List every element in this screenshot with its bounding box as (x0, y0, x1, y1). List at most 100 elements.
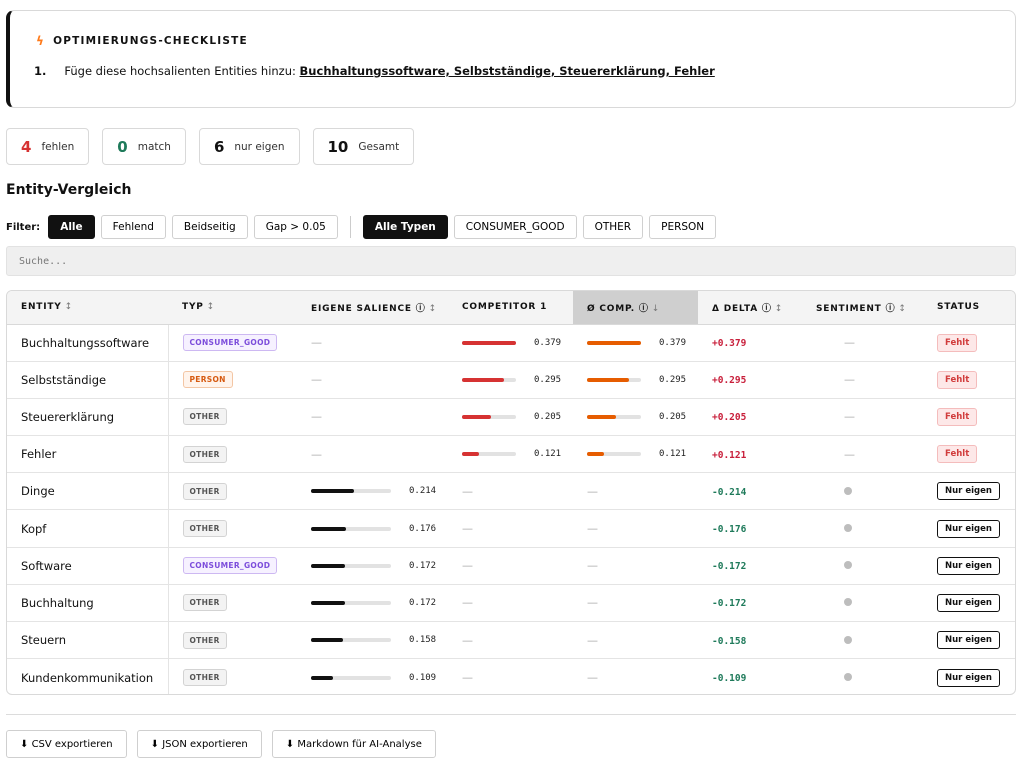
col-entity[interactable]: ENTITY ↕ (7, 291, 168, 325)
stats-row: 4 fehlen 0 match 6 nur eigen 10 Gesamt (6, 128, 415, 165)
info-icon: ⓘ (638, 303, 649, 314)
empty-value: — (844, 336, 855, 350)
download-icon: ⬇ (285, 738, 295, 750)
checklist-item-text: Füge diese hochsalienten Entities hinzu: (64, 64, 296, 78)
divider (6, 714, 1016, 715)
type-badge: PERSON (182, 371, 233, 389)
own-salience-bar (311, 526, 391, 531)
entity-table: ENTITY ↕ TYP ↕ EIGENE SALIENCE ⓘ ↕ COMPETIT… (6, 290, 1016, 695)
own-salience-value: 0.158 (409, 635, 437, 646)
checklist-title-text: OPTIMIERUNGS-CHECKLISTE (53, 35, 248, 47)
export-csv-button[interactable]: ⬇ CSV exportieren (6, 730, 127, 758)
status-badge: Nur eigen (937, 482, 1000, 501)
delta-value: -0.172 (712, 561, 747, 573)
table-row: Dinge OTHER 0.214 — — -0.214 Nur eigen (7, 472, 1015, 511)
own-salience-value: 0.172 (409, 560, 437, 571)
empty-value: — (844, 447, 855, 461)
empty-value: — (311, 373, 322, 387)
empty-value: — (311, 410, 322, 424)
delta-value: -0.109 (712, 673, 747, 685)
delta-value: -0.214 (712, 486, 747, 498)
entity-name: Fehler (7, 435, 169, 474)
stat-match-value: 0 (117, 137, 128, 156)
competitor-bar (462, 377, 516, 382)
competitor-bar (462, 414, 516, 419)
type-badge: CONSUMER_GOOD (182, 557, 278, 575)
entity-name: Dinge (7, 472, 169, 511)
delta-value: -0.172 (712, 598, 747, 610)
table-row: Selbstständige PERSON — 0.295 0.295 +0.295 — Fe… (7, 361, 1015, 399)
empty-value: — (462, 596, 473, 610)
status-badge: Nur eigen (937, 668, 1000, 687)
export-markdown-button[interactable]: ⬇ Markdown für AI-Analyse (271, 730, 436, 758)
filter-gap-button[interactable]: Gap > 0.05 (253, 215, 338, 239)
sentiment-dot (844, 486, 852, 495)
filter-both-button[interactable]: Beidseitig (171, 215, 248, 239)
empty-value: — (844, 410, 855, 424)
avg-comp-bar (587, 377, 641, 382)
filter-missing-button[interactable]: Fehlend (100, 215, 166, 239)
stat-own-only-label: nur eigen (234, 140, 285, 153)
type-consumer-good-button[interactable]: CONSUMER_GOOD (453, 215, 577, 239)
filter-all-button[interactable]: Alle (48, 215, 95, 239)
own-salience-bar (311, 489, 391, 494)
status-badge: Fehlt (937, 445, 978, 464)
table-row: Kundenkommunikation OTHER 0.109 — — -0.109 Nur… (7, 658, 1015, 694)
type-all-button[interactable]: Alle Typen (362, 215, 448, 239)
delta-value: +0.379 (712, 338, 747, 350)
bolt-icon: ϟ (36, 34, 46, 48)
table-row: Steuern OTHER 0.158 — — -0.158 Nur eigen (7, 621, 1015, 660)
entity-name: Software (7, 547, 169, 585)
delta-value: +0.121 (712, 449, 747, 461)
competitor-bar (462, 340, 516, 345)
type-other-button[interactable]: OTHER (582, 215, 644, 239)
empty-value: — (462, 671, 473, 685)
avg-comp-value: 0.295 (659, 374, 687, 385)
table-row: Software CONSUMER_GOOD 0.172 — — -0.172 Nur ei… (7, 547, 1015, 585)
status-badge: Nur eigen (937, 593, 1000, 612)
competitor-value: 0.205 (534, 411, 562, 422)
entity-name: Kundenkommunikation (7, 658, 169, 694)
own-salience-bar (311, 563, 391, 568)
search-input[interactable]: Suche... (6, 246, 1016, 276)
table-row: Buchhaltungssoftware CONSUMER_GOOD — 0.379 0… (7, 324, 1015, 362)
avg-comp-bar (587, 340, 641, 345)
status-badge: Fehlt (937, 370, 978, 389)
stat-own-only-value: 6 (213, 137, 225, 156)
type-badge: OTHER (182, 594, 227, 612)
sentiment-dot (844, 561, 852, 570)
type-badge: OTHER (182, 445, 227, 463)
empty-value: — (587, 633, 598, 647)
col-type[interactable]: TYP ↕ (168, 291, 297, 325)
empty-value: — (587, 671, 598, 685)
type-badge: CONSUMER_GOOD (182, 334, 278, 352)
type-badge: OTHER (182, 520, 227, 538)
status-badge: Fehlt (937, 407, 978, 426)
competitor-value: 0.379 (534, 337, 562, 348)
empty-value: — (844, 373, 855, 387)
empty-value: — (462, 633, 473, 647)
entity-name: Selbstständige (7, 361, 169, 399)
col-delta[interactable]: Δ DELTA ⓘ ↕ (698, 291, 802, 325)
avg-comp-bar (587, 414, 641, 419)
avg-comp-value: 0.121 (659, 449, 687, 460)
col-avg-comp[interactable]: Ø COMP. ⓘ ↓ (573, 291, 698, 325)
delta-value: -0.176 (712, 524, 747, 536)
export-json-button[interactable]: ⬇ JSON exportieren (136, 730, 262, 758)
avg-comp-bar (587, 452, 641, 457)
download-icon: ⬇ (20, 738, 29, 750)
delta-value: +0.205 (712, 412, 747, 424)
col-own-salience[interactable]: EIGENE SALIENCE ⓘ ↕ (297, 291, 448, 325)
stat-own-only: 6 nur eigen (198, 128, 300, 165)
empty-value: — (311, 447, 322, 461)
col-sentiment[interactable]: SENTIMENT ⓘ ↕ (802, 291, 923, 325)
type-person-button[interactable]: PERSON (649, 215, 717, 239)
empty-value: — (587, 522, 598, 536)
entity-name: Steuererklärung (7, 398, 169, 437)
empty-value: — (462, 522, 473, 536)
entity-name: Kopf (7, 509, 169, 548)
own-salience-value: 0.109 (409, 672, 437, 683)
entity-name: Buchhaltungssoftware (7, 324, 169, 362)
status-badge: Nur eigen (937, 631, 1000, 650)
own-salience-bar (311, 600, 391, 605)
